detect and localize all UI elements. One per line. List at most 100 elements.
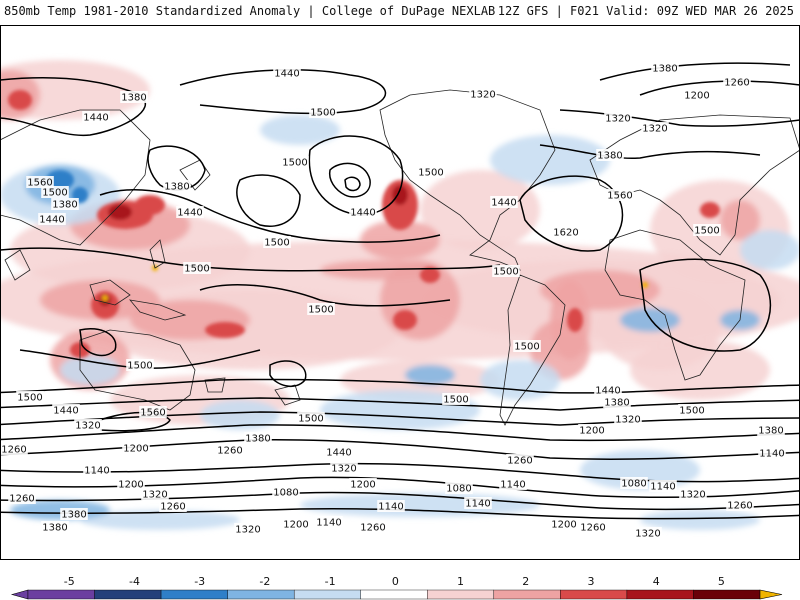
contour-label-bg (51, 198, 79, 210)
contour-label-bg (272, 486, 300, 498)
contour-label-text: 1380 (652, 64, 677, 75)
contour-label: 1260 (0, 443, 28, 456)
height-contour (559, 109, 800, 127)
contour-label: 1320 (679, 488, 707, 501)
height-contour (0, 77, 147, 137)
contour-label-bg (678, 404, 706, 416)
contour-label-bg (614, 413, 642, 425)
height-contour (599, 62, 791, 81)
contour-label: 1080 (445, 482, 473, 495)
anomaly-blob (320, 390, 480, 430)
contour-label-bg (552, 226, 580, 238)
coastline (79, 329, 196, 411)
contour-label: 1080 (620, 477, 648, 490)
contour-label: 1320 (234, 523, 262, 536)
contour-label: 1200 (578, 424, 606, 437)
contour-label-bg (634, 527, 662, 539)
contour-label: 1320 (634, 527, 662, 540)
height-contour (0, 397, 800, 411)
height-contour (99, 189, 441, 243)
contour-label: 1380 (244, 432, 272, 445)
contour-label-text: 1320 (75, 421, 100, 432)
height-contour (639, 258, 772, 352)
contour-label-text: 1260 (360, 523, 385, 534)
contour-label-text: 1380 (52, 200, 77, 211)
contour-label: 1500 (513, 340, 541, 353)
contour-label-bg (38, 213, 66, 225)
contour-label-text: 1500 (308, 305, 333, 316)
contour-label-bg (139, 406, 167, 418)
height-contour (328, 162, 371, 198)
contour-label-layer: 1440 138012601200138014401320150013201320… (0, 62, 786, 540)
contour-label-text: 1380 (245, 434, 270, 445)
colorbar-tick-label: -5 (64, 575, 75, 588)
contour-label-bg (8, 492, 36, 504)
contour-label: 1620 (552, 226, 580, 239)
contour-label-text: 1500 (679, 406, 704, 417)
anomaly-blob (260, 115, 340, 145)
contour-label: 1260 (506, 454, 534, 467)
contour-label: 1380 (60, 508, 88, 521)
contour-label-bg (723, 76, 751, 88)
colorbar-tick-label: 0 (392, 575, 399, 588)
contour-label-text: 1500 (310, 108, 335, 119)
contour-label: 1320 (604, 112, 632, 125)
contour-label: 1380 (596, 149, 624, 162)
contour-label: 1500 (297, 412, 325, 425)
anomaly-blob (740, 230, 800, 270)
contour-label: 1260 (216, 444, 244, 457)
contour-label-text: 1260 (217, 446, 242, 457)
contour-label-bg (122, 442, 150, 454)
coastline (379, 89, 556, 271)
contour-label-bg (442, 393, 470, 405)
contour-label-bg (273, 67, 301, 79)
contour-label-text: 1500 (127, 361, 152, 372)
contour-label-text: 1440 (595, 386, 620, 397)
contour-label-text: 1500 (17, 393, 42, 404)
anomaly-blob (640, 510, 760, 530)
contour-label: 1140 (83, 464, 111, 477)
contour-label-text: 1440 (491, 198, 516, 209)
contour-label-text: 1140 (378, 502, 403, 513)
anomaly-cores (8, 90, 720, 358)
anomaly-blob (60, 355, 120, 385)
contour-label: 1320 (330, 462, 358, 475)
contour-label-bg (315, 516, 343, 528)
contour-label-text: 1560 (607, 191, 632, 202)
colorbar-tick-label: -2 (259, 575, 270, 588)
model-run-valid-time: 12Z GFS | F021 Valid: 09Z WED MAR 26 202… (497, 4, 794, 18)
contour-label-bg (641, 122, 669, 134)
contour-label-text: 1320 (605, 114, 630, 125)
contour-label-bg (16, 391, 44, 403)
contour-label-text: 1500 (42, 188, 67, 199)
contour-label-text: 1260 (507, 456, 532, 467)
colorbar-swatch-neg5 (27, 589, 95, 600)
contour-label-text: 1320 (615, 415, 640, 426)
contour-label: 1500 (263, 236, 291, 249)
contour-label: 1320 (469, 88, 497, 101)
contour-label: 1500 (126, 359, 154, 372)
map-title: 850mb Temp 1981-2010 Standardized Anomal… (4, 4, 496, 18)
contour-label: 1260 (159, 500, 187, 513)
colorbar-swatch-zero (360, 589, 428, 600)
anomaly-blob (360, 220, 440, 260)
contour-label-text: 1320 (642, 124, 667, 135)
contour-label-bg (26, 176, 54, 188)
contour-label: 1200 (117, 478, 145, 491)
contour-label-text: 1440 (83, 113, 108, 124)
contour-label-bg (606, 189, 634, 201)
contour-label-bg (679, 488, 707, 500)
anomaly-blob (480, 360, 560, 400)
contour-label: 1380 (51, 198, 79, 211)
height-contour (0, 462, 800, 483)
contour-label: 1380 (603, 396, 631, 409)
contour-label-bg (307, 303, 335, 315)
contour-label-bg (183, 262, 211, 274)
colorbar-tick-label: 1 (457, 575, 464, 588)
contour-label-text: 1440 (350, 208, 375, 219)
contour-label-text: 1320 (635, 529, 660, 540)
contour-label-text: 1440 (326, 448, 351, 459)
contour-label-text: 1380 (42, 523, 67, 534)
contour-label-bg (141, 488, 169, 500)
contour-label-text: 1380 (758, 426, 783, 437)
